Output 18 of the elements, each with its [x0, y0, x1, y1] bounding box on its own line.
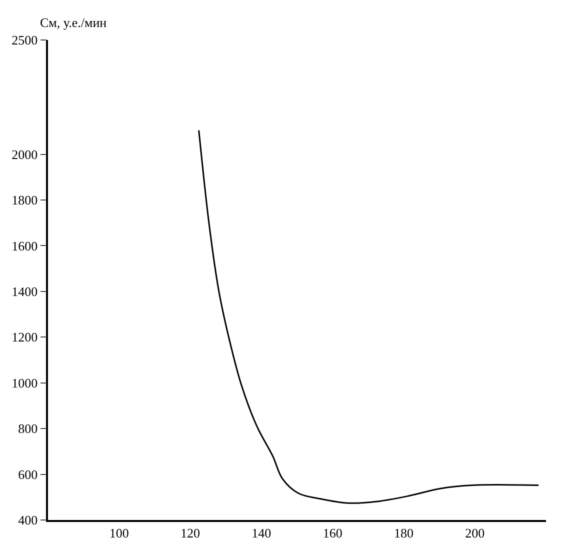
x-tick-label: 160 [322, 525, 342, 540]
y-tick-label: 1600 [12, 238, 38, 254]
line-series [198, 130, 540, 504]
x-tick-label: 180 [394, 525, 414, 540]
y-tick-label: 2000 [12, 146, 38, 162]
y-tick-label: 600 [18, 466, 38, 482]
y-tick-label: 400 [18, 512, 38, 528]
y-tick-label: 2500 [12, 32, 38, 48]
y-tick-label: 1800 [12, 192, 38, 208]
y-tick-label: 1000 [12, 375, 38, 390]
y-tick-label: 1200 [12, 330, 38, 345]
x-tick-label: 140 [252, 525, 272, 540]
x-tick-label: 200 [465, 525, 485, 540]
x-tick-label: 120 [180, 525, 200, 540]
y-axis-title: См, у.е./мин [40, 15, 107, 30]
y-tick-label: 1400 [12, 284, 38, 299]
y-tick-label: 800 [18, 421, 38, 436]
x-tick-label: 100 [109, 525, 129, 540]
